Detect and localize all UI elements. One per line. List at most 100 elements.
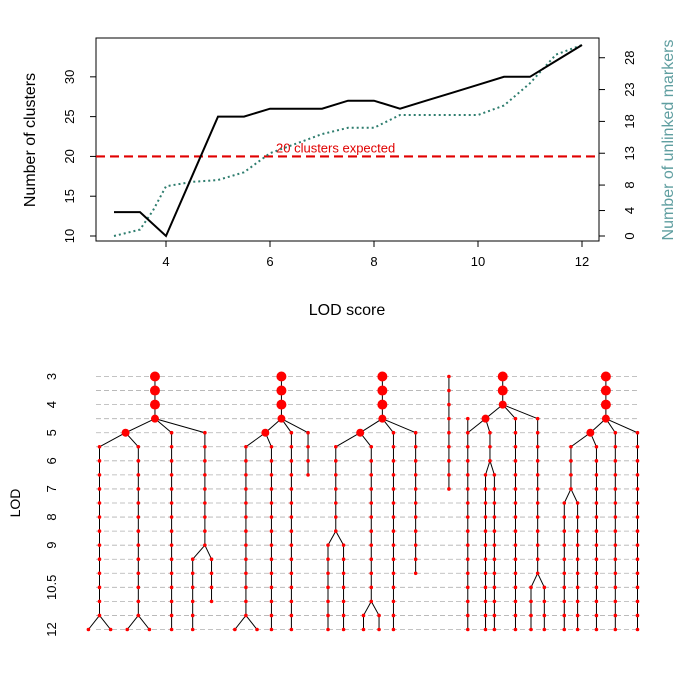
tree-node — [483, 599, 488, 604]
tree-node — [483, 571, 488, 576]
tree-node — [513, 473, 518, 477]
tree-node — [635, 613, 640, 618]
y-tick-label: 30 — [62, 70, 77, 84]
y2-axis-label: Number of unlinked markers — [660, 40, 677, 241]
tree-node — [635, 444, 640, 449]
tree-node — [391, 599, 396, 604]
tree-node — [562, 571, 567, 576]
tree-node — [190, 557, 195, 562]
tree-node — [326, 557, 330, 562]
y2-tick-label: 13 — [622, 146, 637, 160]
tree-node — [497, 385, 508, 396]
tree-node — [341, 627, 346, 632]
tree-node — [447, 430, 451, 435]
tree-node — [369, 473, 374, 477]
tree-node — [190, 627, 195, 632]
tree-node — [149, 385, 160, 396]
tree-node — [447, 487, 451, 491]
tree-node — [97, 473, 102, 477]
tree-node — [86, 627, 91, 632]
tree-node — [594, 543, 599, 547]
tree-node — [465, 416, 470, 421]
tree-node — [147, 627, 152, 632]
tree-node — [203, 473, 207, 477]
tree-edge — [335, 432, 361, 448]
tree-node — [513, 501, 518, 505]
tree-node — [136, 529, 141, 533]
lod-tick-label: 3 — [44, 373, 59, 380]
tree-node — [513, 444, 518, 449]
tree-node — [377, 385, 388, 396]
tree-node — [492, 585, 497, 590]
tree-node — [203, 501, 207, 505]
y2-tick-label: 23 — [622, 82, 637, 96]
tree-node — [613, 613, 618, 618]
tree-node — [613, 473, 618, 477]
tree-node — [465, 543, 470, 547]
tree-node — [169, 473, 174, 477]
tree-node — [413, 543, 418, 547]
tree-edge — [245, 615, 258, 630]
tree-node — [492, 501, 497, 505]
tree-node — [391, 515, 396, 519]
tree-node — [594, 459, 599, 463]
tree-node — [465, 515, 470, 519]
tree-node — [413, 487, 418, 491]
tree-node — [244, 613, 248, 618]
tree-node — [447, 459, 451, 463]
tree-node — [513, 599, 518, 604]
tree-node — [465, 501, 470, 505]
tree-node — [465, 585, 470, 590]
lod-tree: 3 4 5 6 7 8 9 10.5 12 LOD — [7, 371, 640, 637]
tree-node — [594, 627, 599, 632]
tree-node — [97, 599, 102, 604]
tree-node — [136, 585, 141, 590]
tree-node — [513, 487, 518, 491]
tree-node — [306, 459, 310, 463]
tree-edge — [370, 601, 380, 616]
tree-node — [483, 473, 488, 477]
tree-node — [542, 585, 547, 590]
tree-node — [488, 444, 492, 449]
tree-node — [269, 599, 274, 604]
tree-node — [361, 613, 366, 618]
plot-frame — [95, 37, 600, 242]
tree-edge — [125, 418, 156, 434]
tree-node — [575, 529, 580, 533]
tree-edge — [192, 544, 206, 560]
tree-node — [306, 473, 310, 477]
tree-node — [569, 487, 573, 491]
tree-node — [391, 444, 396, 449]
tree-node — [635, 529, 640, 533]
tree-node — [377, 613, 381, 618]
tree-node — [269, 529, 274, 533]
tree-node — [391, 459, 396, 463]
tree-node — [635, 543, 640, 547]
tree-node — [635, 459, 640, 463]
x-axis-label: LOD score — [309, 302, 386, 319]
tree-node — [513, 459, 518, 463]
tree-edge — [126, 615, 139, 630]
y-axis-left: 10 15 20 25 30 — [62, 70, 96, 243]
tree-node — [483, 515, 488, 519]
tree-node — [369, 599, 374, 604]
tree-node — [391, 613, 396, 618]
tree-node — [136, 487, 141, 491]
tree-node — [447, 388, 451, 393]
tree-node — [244, 501, 248, 505]
tree-edge — [382, 418, 416, 434]
tree-edge — [137, 615, 150, 630]
tree-node — [613, 515, 618, 519]
tree-node — [203, 529, 207, 533]
tree-node — [465, 459, 470, 463]
tree-node — [136, 599, 141, 604]
tree-node — [513, 416, 518, 421]
tree-node — [562, 613, 567, 618]
tree-node — [391, 571, 396, 576]
tree-edge — [88, 615, 100, 630]
tree-node — [483, 487, 488, 491]
x-tick-label: 8 — [370, 254, 377, 269]
tree-node — [492, 515, 497, 519]
tree-edge — [563, 488, 572, 504]
tree-node — [391, 473, 396, 477]
